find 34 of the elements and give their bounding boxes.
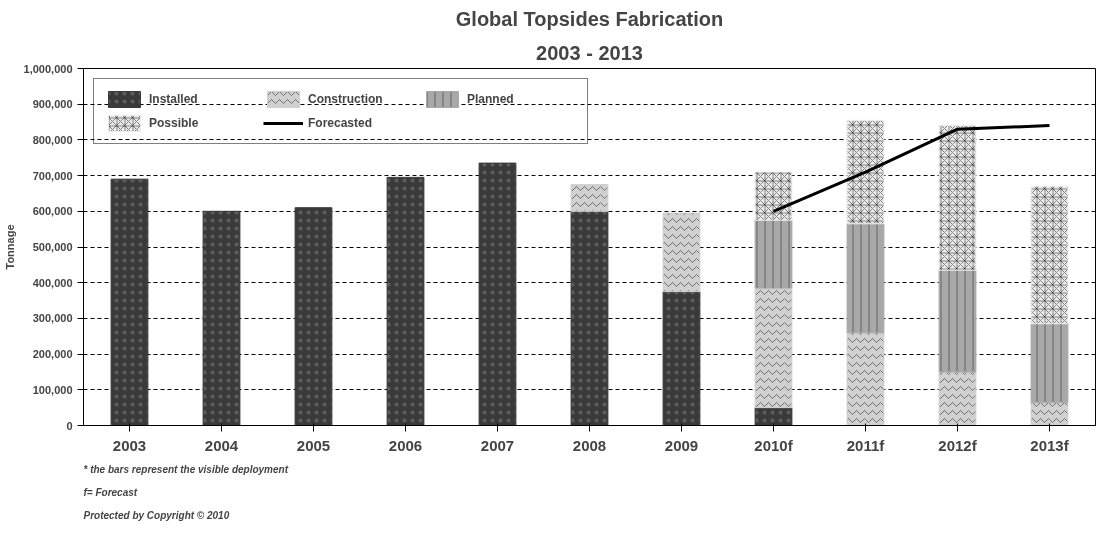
x-tick-label: 2008 [572,436,607,454]
legend-label: Forecasted [308,116,374,130]
x-tick-label: 2006 [388,436,423,454]
legend-label: Construction [308,92,384,106]
y-tick-label: 800,000 [32,133,73,146]
y-tick-label: 200,000 [32,348,73,361]
line-series [772,124,1051,213]
legend-label: Planned [467,92,515,106]
x-tick-label: 2003 [112,436,147,454]
text: Protected by Copyright © 2010 [83,509,230,521]
x-tick-label: 2012f [938,436,978,454]
legend-label: Possible [149,116,200,130]
y-tick-label: 500,000 [32,241,73,253]
y-tick-label: 400,000 [32,276,73,289]
y-tick-label: 0 [66,419,73,432]
x-tick-label: 2013f [1030,436,1070,454]
x-tick-label: 2005 [296,436,331,454]
y-tick-label: 1,000,000 [23,62,73,75]
text: * the bars represent the visible deployment [83,463,289,475]
y-tick-label: 100,000 [32,383,73,396]
chart-subtitle: 2003 - 2013 [536,41,643,64]
text: f= Forecast [83,486,138,498]
y-tick-label: 300,000 [32,312,73,325]
legend-label: Installed [149,92,199,106]
x-tick-label: 2010f [754,436,794,454]
y-tick-label: 700,000 [32,169,73,182]
x-tick-label: 2011f [846,436,886,454]
x-tick-label: 2007 [480,436,515,454]
x-tick-label: 2004 [204,436,239,454]
chart-title: Global Topsides Fabrication [455,7,724,30]
y-axis-title: Tonnage [3,224,16,270]
y-tick-label: 900,000 [32,98,73,111]
y-tick-label: 600,000 [32,205,73,218]
x-tick-label: 2009 [664,436,699,454]
